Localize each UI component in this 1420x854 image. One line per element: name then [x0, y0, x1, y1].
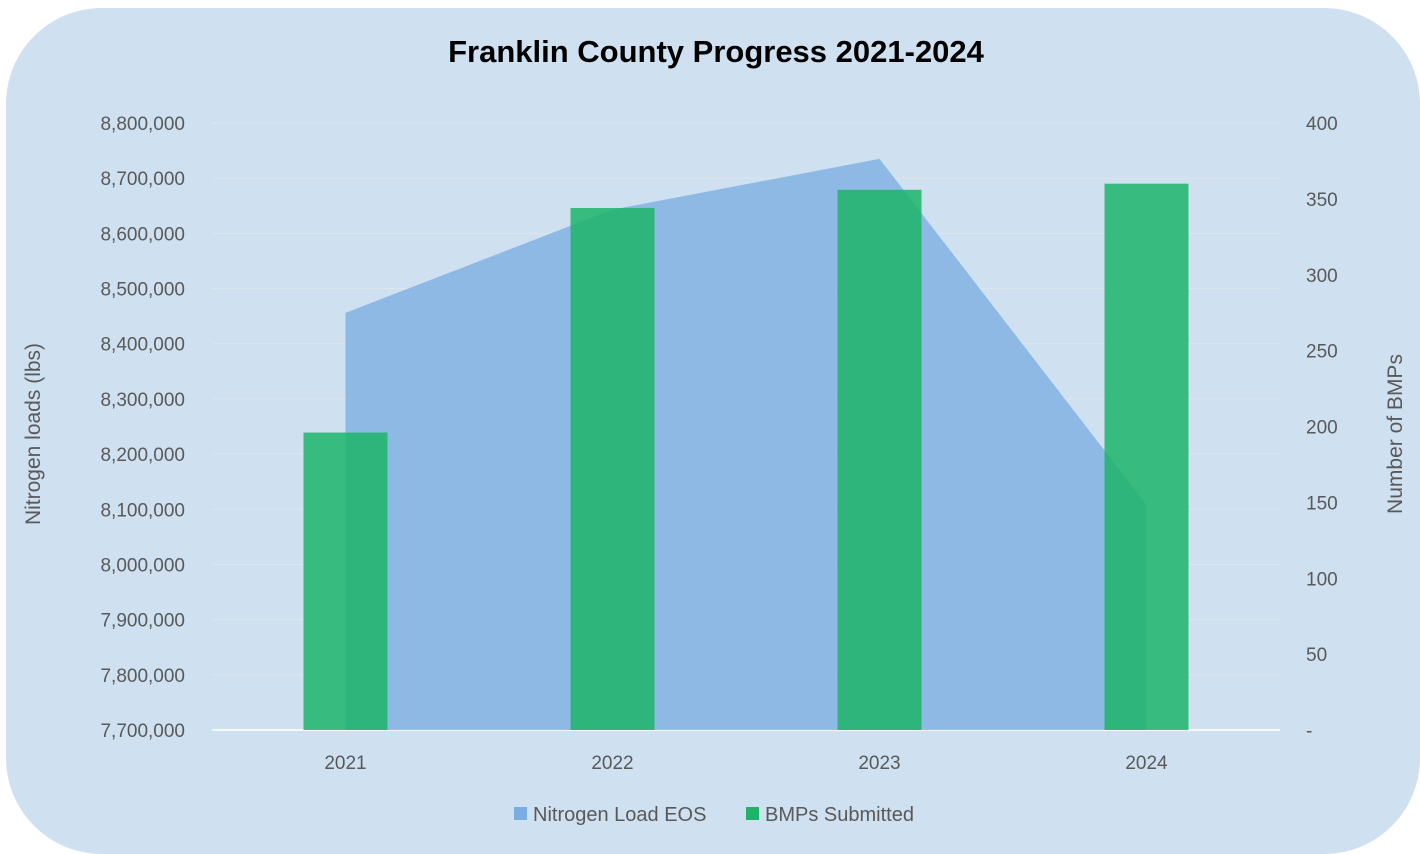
- chart-svg: Franklin County Progress 2021-2024 7,700…: [22, 34, 1407, 826]
- right-tick-label: -: [1306, 721, 1312, 742]
- area-series-layer: [345, 158, 1147, 731]
- area-nitrogen-load: [345, 158, 1147, 731]
- left-tick-label: 7,700,000: [100, 721, 185, 742]
- right-tick-label: 100: [1306, 569, 1338, 590]
- right-tick-label: 350: [1306, 190, 1338, 211]
- legend: Nitrogen Load EOS BMPs Submitted: [514, 804, 914, 826]
- chart-title: Franklin County Progress 2021-2024: [448, 34, 985, 69]
- left-tick-label: 8,300,000: [100, 390, 185, 411]
- left-axis-ticks: 7,700,000 7,800,000 7,900,000 8,000,000 8,10…: [100, 114, 185, 742]
- left-tick-label: 7,900,000: [100, 611, 185, 632]
- left-tick-label: 8,200,000: [100, 445, 185, 466]
- left-tick-label: 8,400,000: [100, 335, 185, 356]
- left-tick-label: 8,700,000: [100, 169, 185, 190]
- x-tick-label: 2024: [1125, 753, 1168, 774]
- x-axis-ticks: 2021 2022 2023 2024: [324, 753, 1168, 774]
- x-tick-label: 2021: [324, 753, 366, 774]
- bar-bmps-2022: [570, 207, 655, 731]
- legend-label-nitrogen: Nitrogen Load EOS: [533, 804, 706, 826]
- x-tick-label: 2022: [591, 753, 633, 774]
- bar-bmps-2024: [1104, 183, 1189, 730]
- right-axis-title: Number of BMPs: [1384, 354, 1407, 514]
- x-tick-label: 2023: [858, 753, 900, 774]
- left-axis-title: Nitrogen loads (lbs): [22, 343, 45, 525]
- legend-swatch-bmps: [746, 807, 759, 820]
- right-tick-label: 200: [1306, 418, 1338, 439]
- right-tick-label: 250: [1306, 342, 1338, 363]
- legend-label-bmps: BMPs Submitted: [765, 804, 914, 826]
- bar-bmps-2023: [837, 189, 922, 730]
- left-tick-label: 8,800,000: [100, 114, 185, 135]
- right-tick-label: 400: [1306, 114, 1338, 135]
- left-tick-label: 8,000,000: [100, 555, 185, 576]
- legend-swatch-nitrogen: [514, 807, 527, 820]
- bar-bmps-2021: [303, 432, 388, 730]
- left-tick-label: 8,500,000: [100, 280, 185, 301]
- right-axis-ticks: - 50 100 150 200 250 300 350 400: [1306, 114, 1338, 742]
- right-tick-label: 50: [1306, 645, 1327, 666]
- left-tick-label: 7,800,000: [100, 666, 185, 687]
- left-tick-label: 8,100,000: [100, 500, 185, 521]
- left-tick-label: 8,600,000: [100, 224, 185, 245]
- right-tick-label: 300: [1306, 266, 1338, 287]
- bar-series-layer: [303, 183, 1189, 731]
- right-tick-label: 150: [1306, 493, 1338, 514]
- chart-panel: Franklin County Progress 2021-2024 7,700…: [6, 8, 1420, 854]
